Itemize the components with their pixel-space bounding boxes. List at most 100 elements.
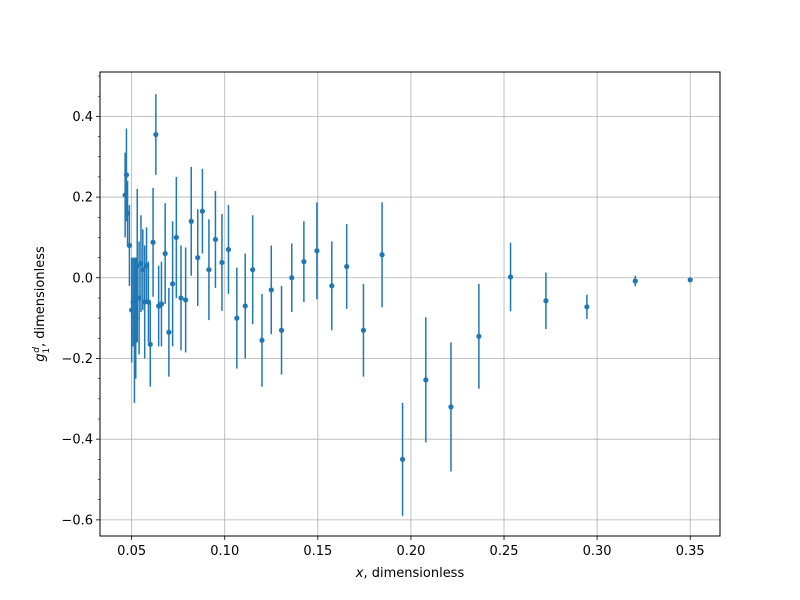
x-tick-label: 0.05 bbox=[117, 544, 146, 559]
point-marker bbox=[268, 287, 274, 293]
x-tick-label: 0.10 bbox=[210, 544, 239, 559]
data-point bbox=[153, 94, 159, 175]
data-point bbox=[507, 242, 514, 312]
ticks: 0.05 0.10 0.15 0.20 0.25 0.30 0.35 −0.6 −0.4 −0.2… bbox=[61, 75, 705, 559]
data-point bbox=[278, 285, 285, 375]
y-tick-label: 0.2 bbox=[72, 191, 93, 206]
data-point bbox=[225, 205, 232, 294]
x-tick-label: 0.15 bbox=[303, 544, 332, 559]
point-marker bbox=[153, 131, 159, 138]
point-marker bbox=[507, 274, 514, 280]
data-point bbox=[199, 168, 206, 254]
point-marker bbox=[314, 248, 320, 254]
point-marker bbox=[448, 404, 454, 410]
point-marker bbox=[289, 275, 295, 281]
x-tick-label: 0.35 bbox=[676, 544, 705, 559]
point-marker bbox=[476, 333, 482, 339]
data-point bbox=[150, 187, 156, 297]
x-axis-label: x, dimensionless bbox=[355, 566, 465, 581]
point-marker bbox=[126, 242, 133, 249]
point-marker bbox=[399, 456, 406, 462]
data-point bbox=[206, 219, 212, 321]
point-marker bbox=[206, 267, 212, 273]
data-point bbox=[147, 301, 153, 387]
y-tick-label: −0.6 bbox=[61, 513, 93, 528]
data-point bbox=[242, 253, 248, 359]
data-point bbox=[448, 342, 454, 472]
point-marker bbox=[379, 252, 385, 258]
data-point bbox=[126, 205, 133, 286]
point-marker bbox=[423, 377, 429, 383]
point-marker bbox=[225, 246, 232, 253]
data-point bbox=[329, 241, 335, 331]
point-marker bbox=[543, 298, 549, 304]
data-point bbox=[195, 209, 201, 307]
point-marker bbox=[162, 250, 168, 257]
data-point bbox=[166, 287, 172, 377]
point-marker bbox=[584, 304, 590, 310]
point-marker bbox=[195, 255, 201, 261]
point-marker bbox=[259, 337, 265, 343]
data-point bbox=[259, 293, 265, 387]
point-marker bbox=[150, 239, 156, 245]
point-marker bbox=[301, 259, 307, 265]
data-point bbox=[632, 275, 638, 287]
y-tick-label: −0.4 bbox=[61, 433, 93, 448]
data-points bbox=[122, 94, 693, 516]
data-point bbox=[268, 245, 274, 335]
y-axis-label: g1d, dimensionless bbox=[32, 246, 52, 362]
data-point bbox=[162, 203, 168, 304]
data-point bbox=[234, 267, 240, 369]
grid bbox=[100, 72, 720, 536]
point-marker bbox=[219, 259, 225, 266]
point-marker bbox=[250, 267, 256, 273]
point-marker bbox=[166, 329, 172, 335]
data-point bbox=[584, 294, 590, 319]
data-point bbox=[543, 272, 549, 330]
point-marker bbox=[170, 281, 176, 287]
data-point bbox=[250, 215, 256, 325]
point-marker bbox=[360, 327, 367, 333]
point-marker bbox=[344, 263, 350, 270]
data-point bbox=[183, 247, 189, 353]
point-marker bbox=[183, 297, 189, 303]
point-marker bbox=[123, 172, 130, 178]
x-tick-label: 0.30 bbox=[583, 544, 612, 559]
data-point bbox=[289, 243, 295, 313]
x-tick-label: 0.25 bbox=[490, 544, 519, 559]
data-point bbox=[170, 221, 176, 347]
point-marker bbox=[687, 277, 693, 283]
point-marker bbox=[212, 236, 219, 243]
data-point bbox=[476, 283, 482, 389]
x-tick-label: 0.20 bbox=[396, 544, 425, 559]
y-tick-label: 0.0 bbox=[72, 271, 93, 286]
point-marker bbox=[199, 208, 206, 214]
data-point bbox=[344, 224, 350, 309]
point-marker bbox=[158, 301, 165, 307]
data-point bbox=[379, 202, 385, 308]
data-point bbox=[173, 176, 179, 298]
data-point bbox=[399, 402, 406, 516]
point-marker bbox=[329, 283, 335, 289]
data-point bbox=[178, 245, 184, 351]
y-tick-label: 0.4 bbox=[72, 110, 93, 125]
data-point bbox=[314, 202, 320, 300]
data-point bbox=[188, 166, 194, 276]
point-marker bbox=[234, 315, 240, 321]
y-tick-label: −0.2 bbox=[61, 352, 93, 367]
point-marker bbox=[178, 295, 184, 301]
data-point bbox=[158, 261, 165, 347]
point-marker bbox=[632, 278, 638, 284]
data-point bbox=[301, 221, 307, 302]
point-marker bbox=[188, 218, 194, 224]
point-marker bbox=[278, 327, 285, 333]
data-point bbox=[212, 191, 219, 288]
data-point bbox=[360, 283, 367, 377]
data-point bbox=[423, 317, 429, 443]
point-marker bbox=[242, 303, 248, 309]
point-marker bbox=[147, 341, 153, 347]
data-point bbox=[687, 277, 693, 283]
plot-frame bbox=[99, 71, 721, 537]
